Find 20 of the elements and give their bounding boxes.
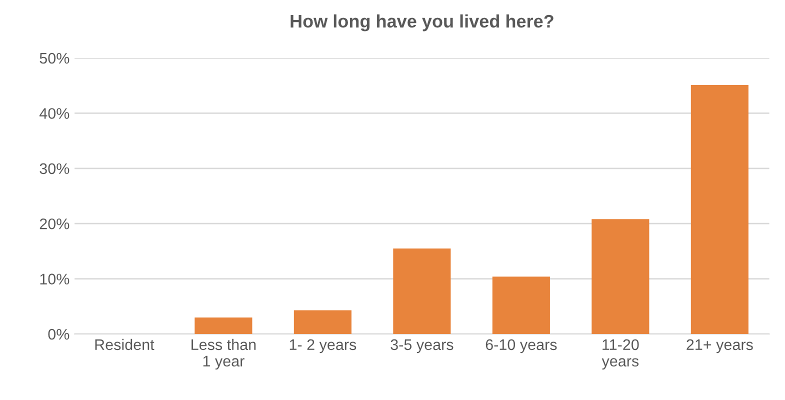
x-tick-label: 1- 2 years <box>290 339 356 354</box>
bar <box>294 310 352 334</box>
x-tick-label: 6-10 years <box>486 339 557 354</box>
bar <box>194 317 252 334</box>
x-tick-label: Less than 1 year <box>192 338 256 370</box>
y-tick-label: 0% <box>48 328 70 340</box>
x-tick-label: 21+ years <box>686 339 753 354</box>
x-tick-label: 3-5 years <box>390 339 454 354</box>
y-tick-label: 10% <box>40 274 70 284</box>
chart-title: How long have you lived here? <box>290 14 554 32</box>
x-tick-label: 11-20 years <box>602 339 639 370</box>
y-tick-label: 20% <box>40 218 70 230</box>
bar <box>690 85 748 334</box>
bar <box>492 276 550 334</box>
bar <box>592 219 650 334</box>
x-tick-label: Resident <box>95 338 154 350</box>
y-tick-label: 30% <box>40 163 70 174</box>
y-tick-label: 40% <box>39 108 70 119</box>
bar <box>393 248 451 334</box>
y-tick-label: 50% <box>40 52 70 64</box>
